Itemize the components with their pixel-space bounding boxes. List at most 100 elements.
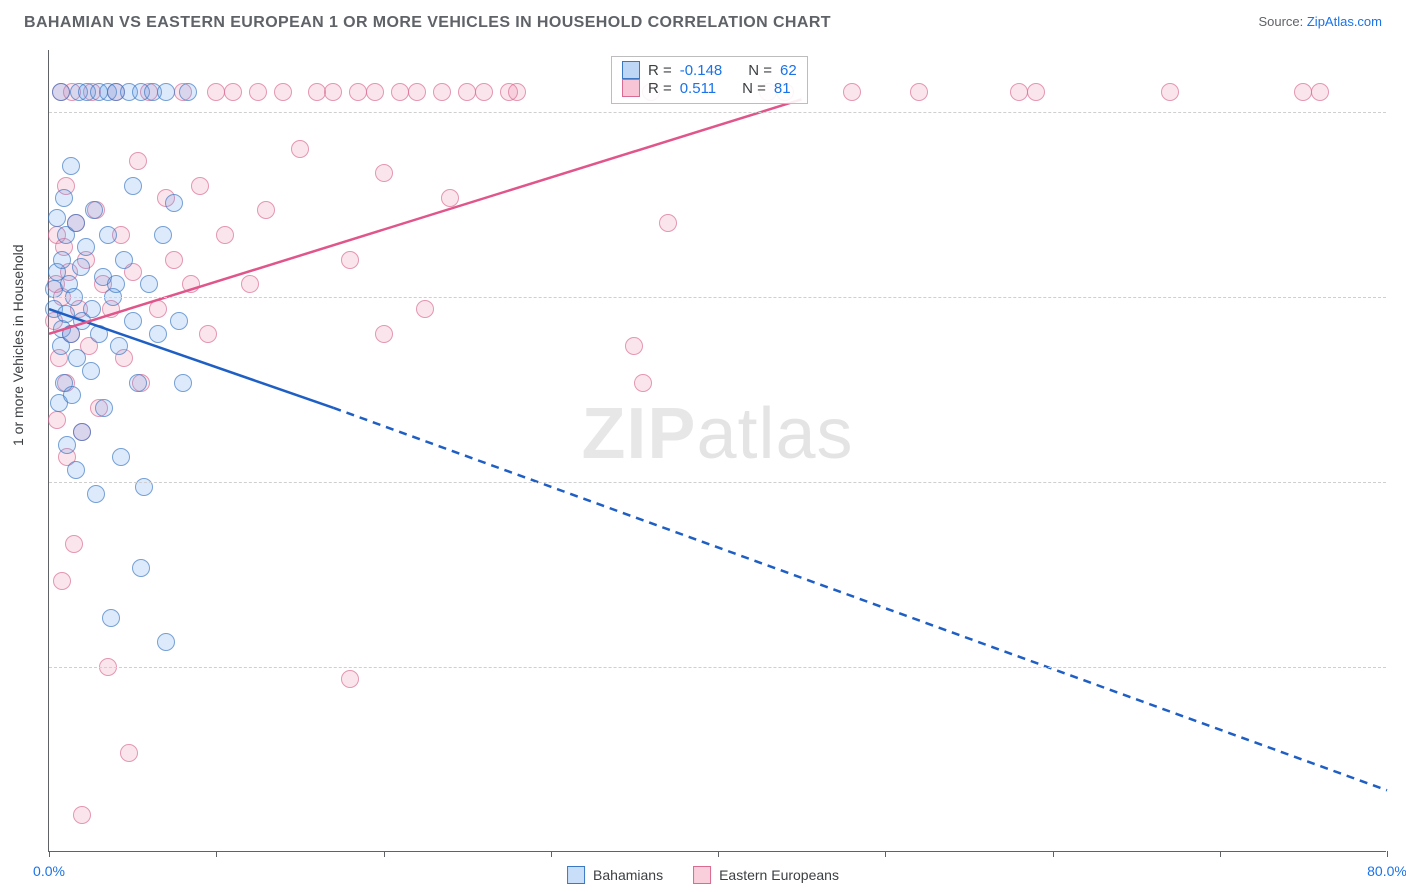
data-point: [149, 300, 167, 318]
data-point: [416, 300, 434, 318]
gridline: [49, 482, 1386, 483]
data-point: [82, 362, 100, 380]
ytick-label: 85.0%: [1396, 474, 1406, 490]
data-point: [90, 325, 108, 343]
data-point: [408, 83, 426, 101]
data-point: [349, 83, 367, 101]
legend-label: Bahamians: [593, 867, 663, 883]
y-axis-label: 1 or more Vehicles in Household: [10, 244, 26, 446]
data-point: [174, 374, 192, 392]
data-point: [149, 325, 167, 343]
data-point: [910, 83, 928, 101]
data-point: [216, 226, 234, 244]
data-point: [140, 275, 158, 293]
data-point: [63, 386, 81, 404]
xtick: [49, 851, 50, 857]
data-point: [274, 83, 292, 101]
xtick-label: 0.0%: [33, 863, 65, 879]
data-point: [433, 83, 451, 101]
data-point: [170, 312, 188, 330]
chart-legend: Bahamians Eastern Europeans: [567, 866, 839, 884]
ytick-label: 92.5%: [1396, 289, 1406, 305]
data-point: [224, 83, 242, 101]
stats-row: R = -0.148N = 62: [622, 61, 797, 79]
data-point: [291, 140, 309, 158]
data-point: [52, 83, 70, 101]
data-point: [458, 83, 476, 101]
data-point: [165, 251, 183, 269]
data-point: [53, 251, 71, 269]
data-point: [83, 300, 101, 318]
data-point: [843, 83, 861, 101]
xtick: [216, 851, 217, 857]
data-point: [53, 572, 71, 590]
data-point: [249, 83, 267, 101]
data-point: [634, 374, 652, 392]
data-point: [508, 83, 526, 101]
legend-item: Eastern Europeans: [693, 866, 839, 884]
data-point: [182, 275, 200, 293]
data-point: [57, 305, 75, 323]
scatter-chart: ZIPatlas R = -0.148N = 62 R = 0.511N = 8…: [48, 50, 1386, 852]
data-point: [1027, 83, 1045, 101]
data-point: [475, 83, 493, 101]
data-point: [1311, 83, 1329, 101]
data-point: [1010, 83, 1028, 101]
xtick: [1220, 851, 1221, 857]
data-point: [55, 189, 73, 207]
chart-title: BAHAMIAN VS EASTERN EUROPEAN 1 OR MORE V…: [24, 14, 831, 32]
xtick: [384, 851, 385, 857]
xtick-label: 80.0%: [1367, 863, 1406, 879]
data-point: [341, 251, 359, 269]
data-point: [1294, 83, 1312, 101]
data-point: [241, 275, 259, 293]
data-point: [391, 83, 409, 101]
data-point: [58, 436, 76, 454]
xtick: [718, 851, 719, 857]
legend-swatch: [567, 866, 585, 884]
gridline: [49, 667, 1386, 668]
data-point: [73, 423, 91, 441]
legend-swatch: [622, 61, 640, 79]
data-point: [132, 559, 150, 577]
data-point: [67, 214, 85, 232]
data-point: [199, 325, 217, 343]
source-link[interactable]: ZipAtlas.com: [1307, 14, 1382, 29]
stats-row: R = 0.511N = 81: [622, 79, 797, 97]
data-point: [207, 83, 225, 101]
xtick: [1387, 851, 1388, 857]
gridline: [49, 297, 1386, 298]
data-point: [341, 670, 359, 688]
data-point: [110, 337, 128, 355]
ytick-label: 77.5%: [1396, 659, 1406, 675]
data-point: [659, 214, 677, 232]
data-point: [124, 312, 142, 330]
data-point: [48, 411, 66, 429]
data-point: [308, 83, 326, 101]
stats-box: R = -0.148N = 62 R = 0.511N = 81: [611, 56, 808, 104]
legend-item: Bahamians: [567, 866, 663, 884]
data-point: [48, 209, 66, 227]
data-point: [87, 485, 105, 503]
legend-label: Eastern Europeans: [719, 867, 839, 883]
ytick-label: 100.0%: [1396, 104, 1406, 120]
data-point: [157, 633, 175, 651]
data-point: [77, 238, 95, 256]
legend-swatch: [622, 79, 640, 97]
data-point: [129, 374, 147, 392]
xtick: [1053, 851, 1054, 857]
data-point: [375, 164, 393, 182]
source-label: Source: ZipAtlas.com: [1258, 14, 1382, 29]
data-point: [73, 806, 91, 824]
xtick: [885, 851, 886, 857]
data-point: [441, 189, 459, 207]
data-point: [107, 275, 125, 293]
data-point: [375, 325, 393, 343]
data-point: [154, 226, 172, 244]
data-point: [179, 83, 197, 101]
xtick: [551, 851, 552, 857]
data-point: [1161, 83, 1179, 101]
data-point: [112, 448, 130, 466]
data-point: [102, 609, 120, 627]
data-point: [72, 258, 90, 276]
